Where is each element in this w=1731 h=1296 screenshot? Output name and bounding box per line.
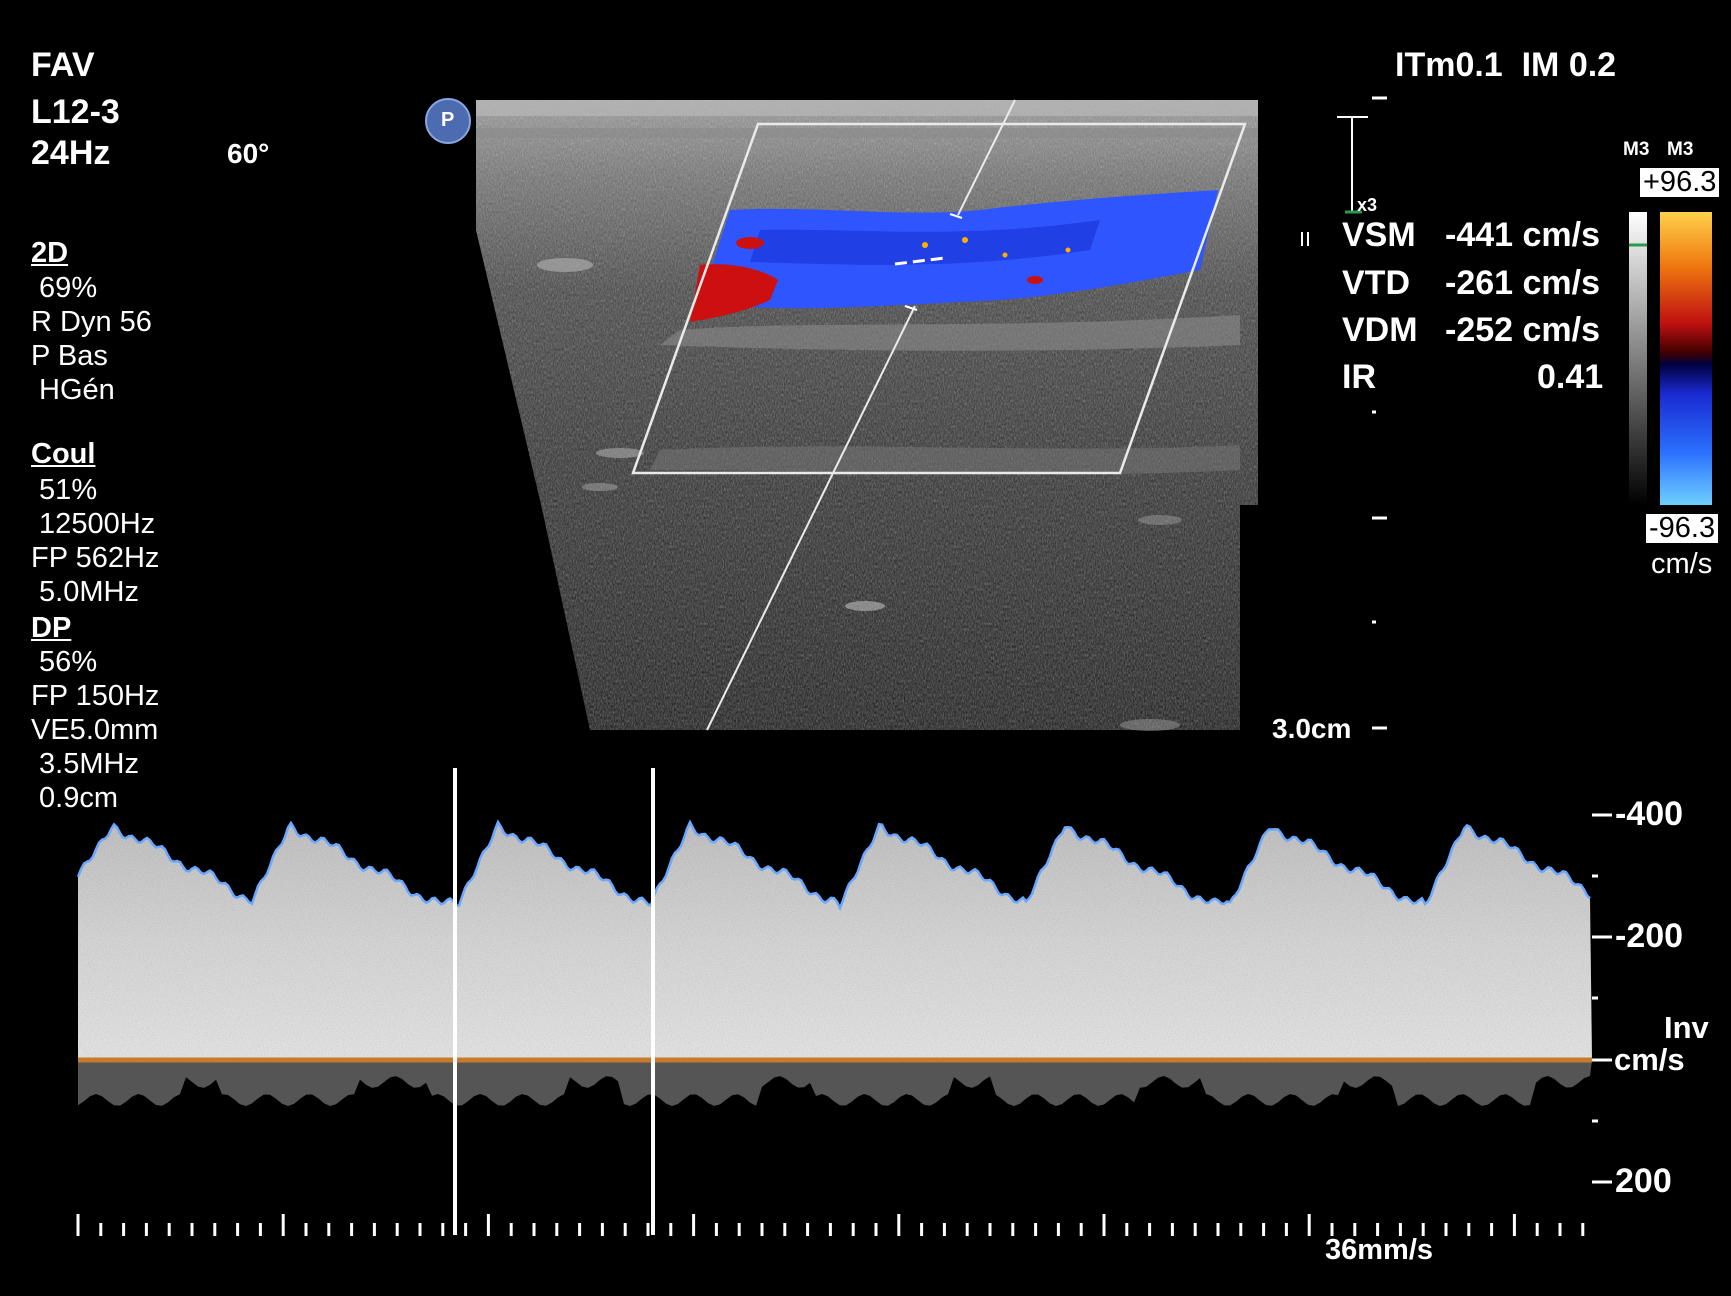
zoom-label: x3: [1357, 195, 1378, 215]
frame-rate: 24Hz: [31, 134, 111, 172]
vtd-value: -261 cm/s: [1445, 264, 1600, 302]
angle-correction-marker: [894, 256, 946, 266]
pw-gain: 56%: [31, 646, 98, 678]
velocity-unit: cm/s: [1614, 1042, 1685, 1077]
sample-gate-top[interactable]: [949, 213, 963, 219]
depth-label: 3.0cm: [1272, 713, 1352, 744]
pw-title: DP: [31, 612, 72, 644]
color-filter: FP 562Hz: [31, 542, 160, 574]
colormap-label-left: M3: [1623, 139, 1650, 160]
pw-frequency: 3.5MHz: [31, 748, 139, 780]
ir-label: IR: [1342, 358, 1376, 396]
pw-gate: VE5.0mm: [31, 714, 159, 746]
doppler-spectrum: [76, 819, 1592, 1106]
ir-value: 0.41: [1537, 358, 1604, 396]
invert-label: Inv: [1664, 1010, 1709, 1045]
colormap-unit: cm/s: [1651, 548, 1713, 580]
color-flow-vessel: [690, 190, 1218, 322]
depth-scale: [1372, 96, 1387, 730]
sweep-speed: 36mm/s: [1325, 1234, 1434, 1266]
colormap-label-right: M3: [1667, 139, 1694, 160]
exam-label: FAV: [31, 46, 95, 84]
color-box[interactable]: [631, 122, 1247, 475]
velocity-scale: [1592, 813, 1612, 1184]
vdm-value: -252 cm/s: [1445, 311, 1600, 349]
colormap-max: +96.3: [1640, 168, 1720, 197]
doppler-cursor-line-bottom[interactable]: [706, 305, 916, 731]
sample-gate-bottom[interactable]: [904, 305, 918, 311]
steer-angle: 60°: [227, 138, 270, 169]
2d-persistence: P Bas: [31, 340, 108, 372]
2d-dynamic-range: R Dyn 56: [31, 306, 152, 338]
2d-frequency: HGén: [31, 374, 115, 406]
pw-filter: FP 150Hz: [31, 680, 160, 712]
vsm-label: VSM: [1342, 216, 1416, 254]
vtd-label: VTD: [1342, 264, 1410, 302]
color-frequency: 5.0MHz: [31, 576, 139, 608]
color-map-bar: [1629, 212, 1712, 505]
vsm-value: -441 cm/s: [1445, 216, 1600, 254]
vdm-label: VDM: [1342, 311, 1418, 349]
doppler-cursor-line-top[interactable]: [957, 99, 1016, 216]
color-gain: 51%: [31, 474, 98, 506]
probe-marker-letter: P: [441, 109, 455, 131]
2d-title: 2D: [31, 237, 69, 269]
safety-indices: ITm0.1 IM 0.2: [1395, 46, 1617, 84]
time-axis: [76, 1214, 1585, 1236]
velocity-label-mid: -200: [1615, 917, 1684, 955]
probe-label: L12-3: [31, 93, 120, 131]
color-prf: 12500Hz: [31, 508, 156, 540]
velocity-label-top: -400: [1615, 795, 1684, 833]
zoom-bracket: [1337, 116, 1368, 214]
pw-depth: 0.9cm: [31, 782, 119, 814]
2d-gain: 69%: [31, 272, 98, 304]
colormap-min: -96.3: [1646, 514, 1719, 543]
probe-orientation-marker: [425, 98, 471, 144]
color-title: Coul: [31, 438, 96, 470]
velocity-label-bottom: 200: [1615, 1162, 1672, 1200]
